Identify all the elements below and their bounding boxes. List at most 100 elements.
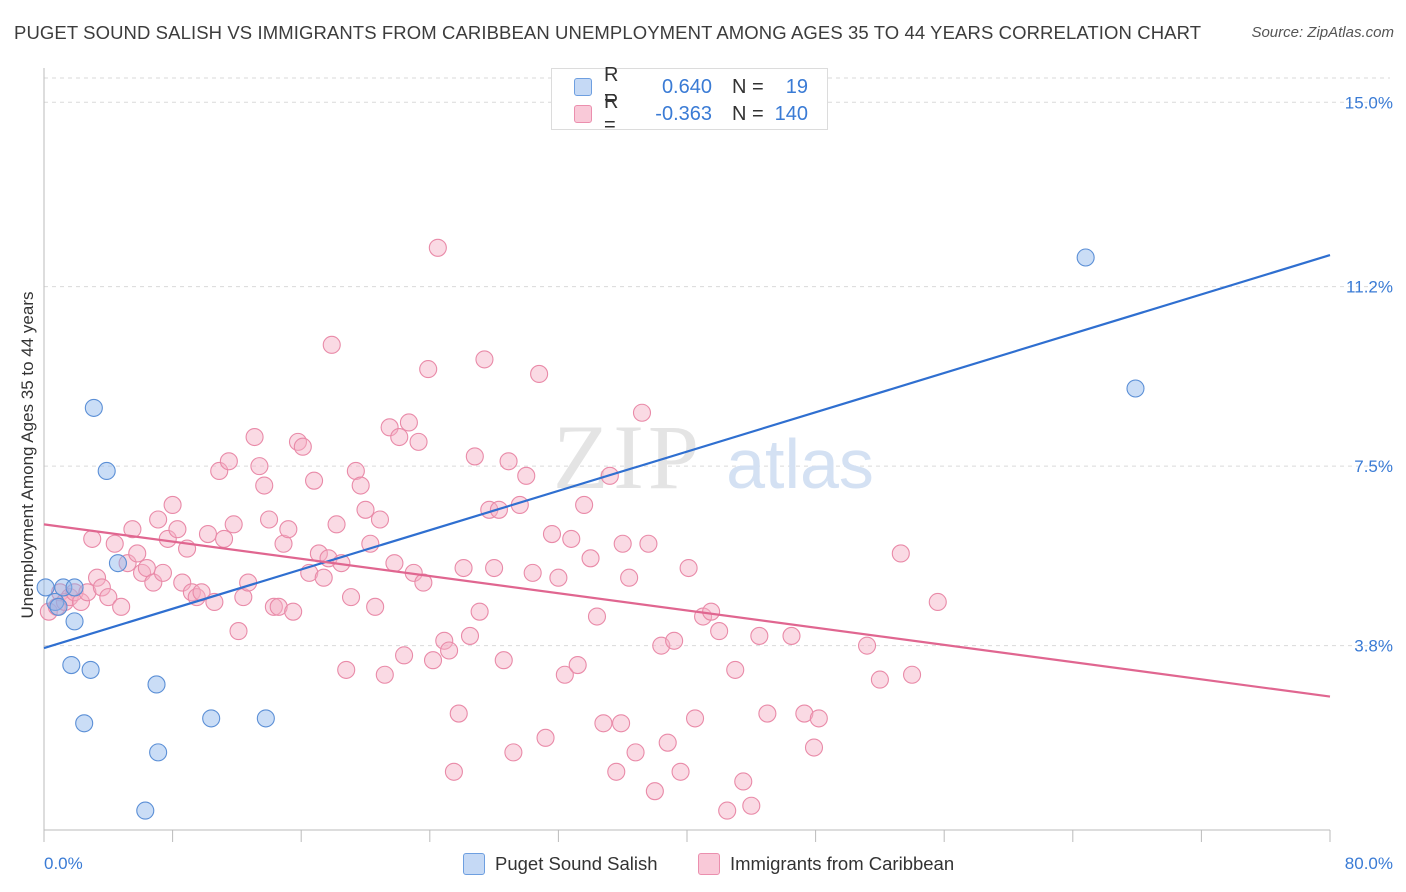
caribbean-point <box>465 447 484 466</box>
caribbean-point <box>198 525 218 544</box>
caribbean-point <box>475 350 494 369</box>
salish-point <box>97 461 116 481</box>
caribbean-point <box>440 641 459 660</box>
x-tick-label-start: 0.0% <box>44 854 83 873</box>
caribbean-point <box>702 602 721 621</box>
caribbean-point <box>758 704 777 723</box>
caribbean-point <box>255 476 274 495</box>
caribbean-point <box>214 529 234 548</box>
caribbean-point <box>65 583 84 602</box>
caribbean-point <box>274 534 293 553</box>
caribbean-point <box>612 714 631 733</box>
caribbean-point <box>504 743 523 762</box>
caribbean-point <box>293 437 312 456</box>
salish-point <box>65 612 84 631</box>
caribbean-point <box>305 471 324 490</box>
caribbean-point <box>428 238 447 257</box>
y-tick-label: 11.2% <box>1346 278 1393 297</box>
source-label: Source: ZipAtlas.com <box>1251 24 1394 41</box>
caribbean-point <box>742 796 761 815</box>
caribbean-point <box>346 461 365 481</box>
caribbean-point <box>454 558 473 578</box>
caribbean-point <box>288 432 308 451</box>
y-tick-label: 7.5% <box>1354 457 1393 476</box>
caribbean-point <box>782 626 801 645</box>
caribbean-point <box>229 622 248 641</box>
salish-point <box>49 597 68 616</box>
salish-point <box>256 709 275 728</box>
caribbean-point <box>322 335 341 354</box>
chart-title: PUGET SOUND SALISH VS IMMIGRANTS FROM CA… <box>14 22 1202 43</box>
caribbean-point <box>284 602 303 621</box>
caribbean-point <box>87 568 107 587</box>
caribbean-point <box>385 554 404 573</box>
caribbean-point <box>549 568 568 587</box>
salish-point <box>202 709 221 728</box>
r-label: R = <box>604 91 619 136</box>
caribbean-point <box>542 525 562 544</box>
caribbean-point <box>118 554 137 573</box>
caribbean-point <box>144 573 163 592</box>
caribbean-point <box>351 476 370 495</box>
n-value: 19 <box>785 75 808 98</box>
caribbean-point <box>568 655 587 675</box>
caribbean-point <box>658 733 677 752</box>
caribbean-point <box>639 534 658 553</box>
watermark: ZIP atlas <box>553 406 874 508</box>
caribbean-point <box>607 762 626 781</box>
r-value: -0.363 <box>655 102 712 125</box>
caribbean-point <box>269 597 288 616</box>
salish-swatch <box>574 78 592 96</box>
caribbean-point <box>523 563 542 582</box>
salish-point <box>36 578 55 597</box>
caribbean-point <box>112 597 131 616</box>
caribbean-point <box>264 597 283 616</box>
caribbean-point <box>449 704 468 723</box>
salish-point <box>1076 248 1095 267</box>
y-tick-label: 3.8% <box>1354 637 1393 656</box>
caribbean-point <box>613 534 632 553</box>
caribbean-point <box>494 651 513 670</box>
legend-row-salish: R = 0.640 N = 19 <box>574 64 808 109</box>
caribbean-point <box>123 520 142 539</box>
caribbean-point <box>327 515 346 534</box>
caribbean-point <box>423 651 443 670</box>
caribbean-point <box>182 583 201 602</box>
caribbean-point <box>356 500 375 519</box>
caribbean-point <box>380 418 399 437</box>
caribbean-point <box>92 578 111 597</box>
y-axis-label: Unemployment Among Ages 35 to 44 years <box>18 291 37 619</box>
salish-point <box>108 554 127 573</box>
caribbean-point <box>51 583 70 602</box>
caribbean-point <box>224 515 243 534</box>
caribbean-point <box>499 452 518 471</box>
caribbean-trend-line <box>43 523 1331 698</box>
caribbean-point <box>105 534 124 553</box>
caribbean-point <box>395 646 414 665</box>
caribbean-point <box>259 510 279 529</box>
trend-lines <box>43 254 1331 698</box>
caribbean-point <box>337 660 356 679</box>
caribbean-point <box>399 413 418 432</box>
salish-point <box>149 743 168 762</box>
caribbean-point <box>470 602 489 621</box>
caribbean-point <box>234 588 253 607</box>
watermark-zip: ZIP <box>553 406 703 508</box>
caribbean-point <box>314 568 333 587</box>
caribbean-legend-label: Immigrants from Caribbean <box>730 853 955 874</box>
caribbean-point <box>341 588 361 607</box>
caribbean-point <box>671 762 690 781</box>
caribbean-point <box>517 466 536 485</box>
caribbean-point <box>444 762 463 781</box>
caribbean-point <box>902 665 922 684</box>
salish-point <box>46 592 65 612</box>
caribbean-point <box>187 588 206 607</box>
caribbean-point <box>809 709 828 728</box>
caribbean-point <box>128 544 147 563</box>
caribbean-point <box>581 549 600 568</box>
legend-item-salish: Puget Sound Salish <box>463 852 658 876</box>
caribbean-point <box>149 510 168 529</box>
salish-legend-label: Puget Sound Salish <box>495 853 658 874</box>
caribbean-point <box>750 626 769 645</box>
